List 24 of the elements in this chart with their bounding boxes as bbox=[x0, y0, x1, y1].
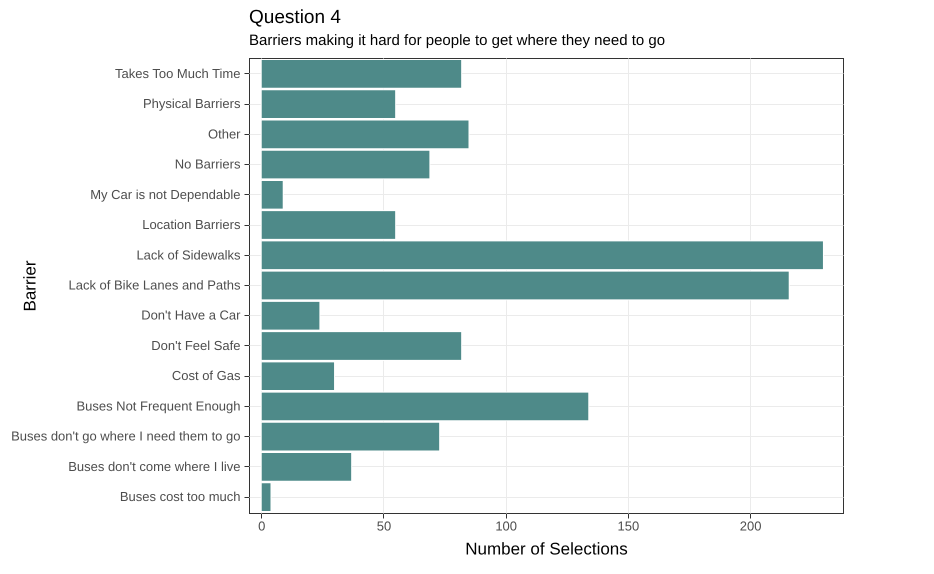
y-tick-label: Cost of Gas bbox=[172, 368, 241, 384]
y-tick-label: Don't Feel Safe bbox=[151, 338, 240, 353]
x-tick-label: 150 bbox=[618, 518, 640, 534]
x-tick-label: 200 bbox=[740, 518, 762, 534]
x-tick-label: 50 bbox=[376, 518, 392, 534]
y-tick-label: Location Barriers bbox=[142, 217, 241, 232]
y-axis-title: Barrier bbox=[20, 260, 40, 312]
x-tick-label: 100 bbox=[495, 518, 518, 534]
y-tick-label: Buses Not Frequent Enough bbox=[76, 398, 240, 414]
y-tick-label: No Barriers bbox=[174, 156, 241, 172]
y-tick-label: Don't Have a Car bbox=[141, 308, 242, 323]
x-axis-title: Number of Selections bbox=[465, 540, 628, 558]
y-tick-label: My Car is not Dependable bbox=[90, 186, 240, 202]
y-tick-label: Buses cost too much bbox=[120, 489, 240, 504]
chart-title: Question 4 bbox=[249, 7, 342, 28]
x-tick-label: 0 bbox=[258, 518, 266, 534]
chart-subtitle: Barriers making it hard for people to get where they need to go bbox=[249, 32, 666, 49]
y-tick-label: Buses don't go where I need them to go bbox=[11, 428, 240, 444]
y-tick-label: Buses don't come where I live bbox=[68, 458, 240, 474]
y-tick-label: Takes Too Much Time bbox=[115, 66, 240, 81]
y-tick-label: Lack of Bike Lanes and Paths bbox=[68, 278, 241, 292]
y-tick-label: Other bbox=[208, 126, 242, 142]
y-tick-label: Physical Barriers bbox=[142, 96, 241, 112]
y-tick-label: Lack of Sidewalks bbox=[136, 247, 241, 262]
